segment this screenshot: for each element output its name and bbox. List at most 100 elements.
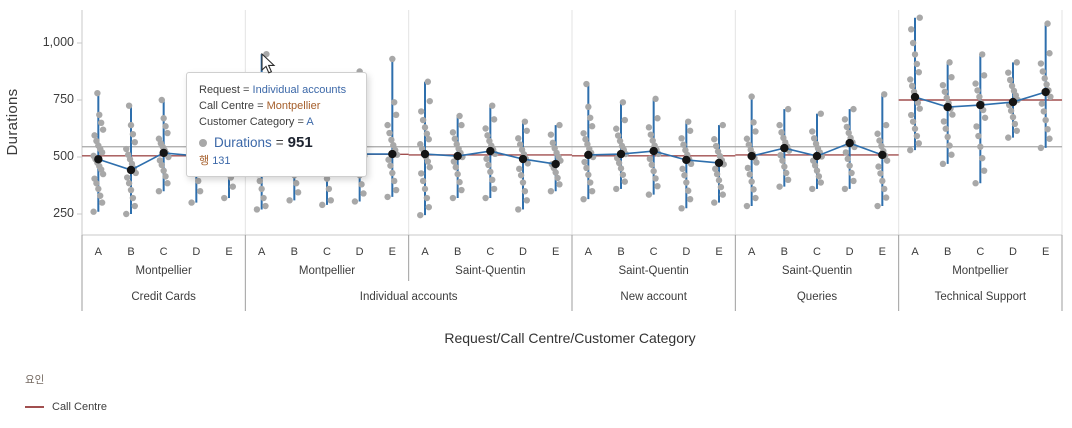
- data-point[interactable]: [551, 145, 558, 152]
- mean-dot[interactable]: [649, 146, 658, 156]
- data-point[interactable]: [456, 178, 463, 186]
- data-point[interactable]: [424, 78, 432, 85]
- data-point[interactable]: [841, 185, 849, 193]
- mean-dot[interactable]: [747, 151, 756, 161]
- data-point[interactable]: [810, 135, 818, 142]
- data-point[interactable]: [812, 140, 820, 147]
- data-point[interactable]: [781, 163, 788, 170]
- data-point[interactable]: [916, 105, 923, 112]
- data-point[interactable]: [711, 199, 718, 206]
- data-point[interactable]: [384, 193, 391, 201]
- data-point[interactable]: [916, 14, 923, 21]
- data-point[interactable]: [96, 111, 103, 119]
- data-point[interactable]: [519, 179, 527, 186]
- data-point[interactable]: [619, 171, 627, 178]
- data-point[interactable]: [490, 185, 498, 193]
- data-point[interactable]: [93, 137, 100, 145]
- data-point[interactable]: [99, 126, 107, 133]
- data-point[interactable]: [784, 176, 792, 183]
- data-point[interactable]: [1011, 120, 1019, 128]
- mean-dot[interactable]: [1041, 87, 1050, 97]
- data-point[interactable]: [809, 128, 816, 135]
- data-point[interactable]: [942, 125, 949, 132]
- data-point[interactable]: [908, 111, 915, 119]
- data-point[interactable]: [874, 202, 881, 210]
- data-point[interactable]: [850, 177, 857, 185]
- data-point[interactable]: [256, 177, 263, 185]
- data-point[interactable]: [449, 194, 457, 202]
- mean-dot[interactable]: [94, 155, 103, 164]
- data-point[interactable]: [874, 130, 881, 137]
- data-point[interactable]: [877, 170, 884, 177]
- data-point[interactable]: [685, 187, 692, 194]
- data-point[interactable]: [681, 172, 688, 179]
- data-point[interactable]: [913, 60, 921, 68]
- data-point[interactable]: [941, 88, 949, 95]
- data-point[interactable]: [195, 177, 202, 185]
- data-point[interactable]: [389, 55, 396, 63]
- data-point[interactable]: [879, 177, 886, 185]
- data-point[interactable]: [323, 175, 331, 182]
- data-point[interactable]: [485, 161, 492, 169]
- data-point[interactable]: [164, 180, 171, 187]
- data-point[interactable]: [131, 202, 138, 210]
- data-point[interactable]: [848, 169, 855, 177]
- data-point[interactable]: [388, 136, 395, 144]
- data-point[interactable]: [719, 191, 726, 198]
- data-point[interactable]: [1037, 144, 1045, 152]
- mean-dot[interactable]: [486, 146, 495, 156]
- data-point[interactable]: [450, 158, 458, 165]
- data-point[interactable]: [613, 185, 620, 193]
- data-point[interactable]: [458, 186, 465, 194]
- data-point[interactable]: [585, 171, 592, 178]
- data-point[interactable]: [129, 131, 137, 138]
- data-point[interactable]: [908, 26, 915, 33]
- data-point[interactable]: [327, 197, 334, 204]
- data-point[interactable]: [196, 188, 204, 195]
- data-point[interactable]: [418, 170, 425, 177]
- data-point[interactable]: [915, 68, 922, 76]
- data-point[interactable]: [583, 80, 590, 88]
- data-point[interactable]: [581, 158, 588, 166]
- data-point[interactable]: [876, 137, 883, 144]
- data-point[interactable]: [911, 51, 919, 58]
- data-point[interactable]: [743, 135, 751, 142]
- data-point[interactable]: [613, 125, 620, 132]
- data-point[interactable]: [489, 176, 496, 183]
- data-point[interactable]: [125, 180, 133, 187]
- data-point[interactable]: [129, 194, 137, 202]
- data-point[interactable]: [750, 186, 757, 193]
- data-point[interactable]: [523, 197, 530, 204]
- data-point[interactable]: [516, 141, 524, 148]
- data-point[interactable]: [843, 123, 851, 131]
- data-point[interactable]: [743, 202, 751, 210]
- data-point[interactable]: [979, 51, 986, 58]
- data-point[interactable]: [976, 93, 983, 101]
- data-point[interactable]: [583, 164, 590, 172]
- data-point[interactable]: [547, 188, 555, 195]
- data-point[interactable]: [515, 135, 522, 142]
- data-point[interactable]: [421, 124, 429, 131]
- data-point[interactable]: [915, 140, 922, 147]
- data-point[interactable]: [123, 145, 130, 153]
- data-point[interactable]: [521, 118, 529, 125]
- data-point[interactable]: [97, 192, 104, 199]
- data-point[interactable]: [386, 129, 393, 137]
- data-point[interactable]: [652, 175, 659, 182]
- data-point[interactable]: [160, 115, 167, 122]
- mean-dot[interactable]: [584, 150, 593, 160]
- data-point[interactable]: [940, 118, 948, 125]
- data-point[interactable]: [939, 81, 947, 89]
- data-point[interactable]: [1040, 108, 1047, 115]
- data-point[interactable]: [845, 129, 852, 137]
- mean-dot[interactable]: [714, 158, 724, 168]
- data-point[interactable]: [948, 74, 955, 81]
- data-point[interactable]: [649, 137, 656, 144]
- mean-dot[interactable]: [388, 149, 397, 159]
- data-point[interactable]: [556, 181, 563, 188]
- data-point[interactable]: [973, 123, 980, 130]
- data-point[interactable]: [490, 116, 498, 123]
- data-point[interactable]: [883, 157, 891, 164]
- data-point[interactable]: [911, 125, 919, 132]
- data-point[interactable]: [776, 183, 783, 190]
